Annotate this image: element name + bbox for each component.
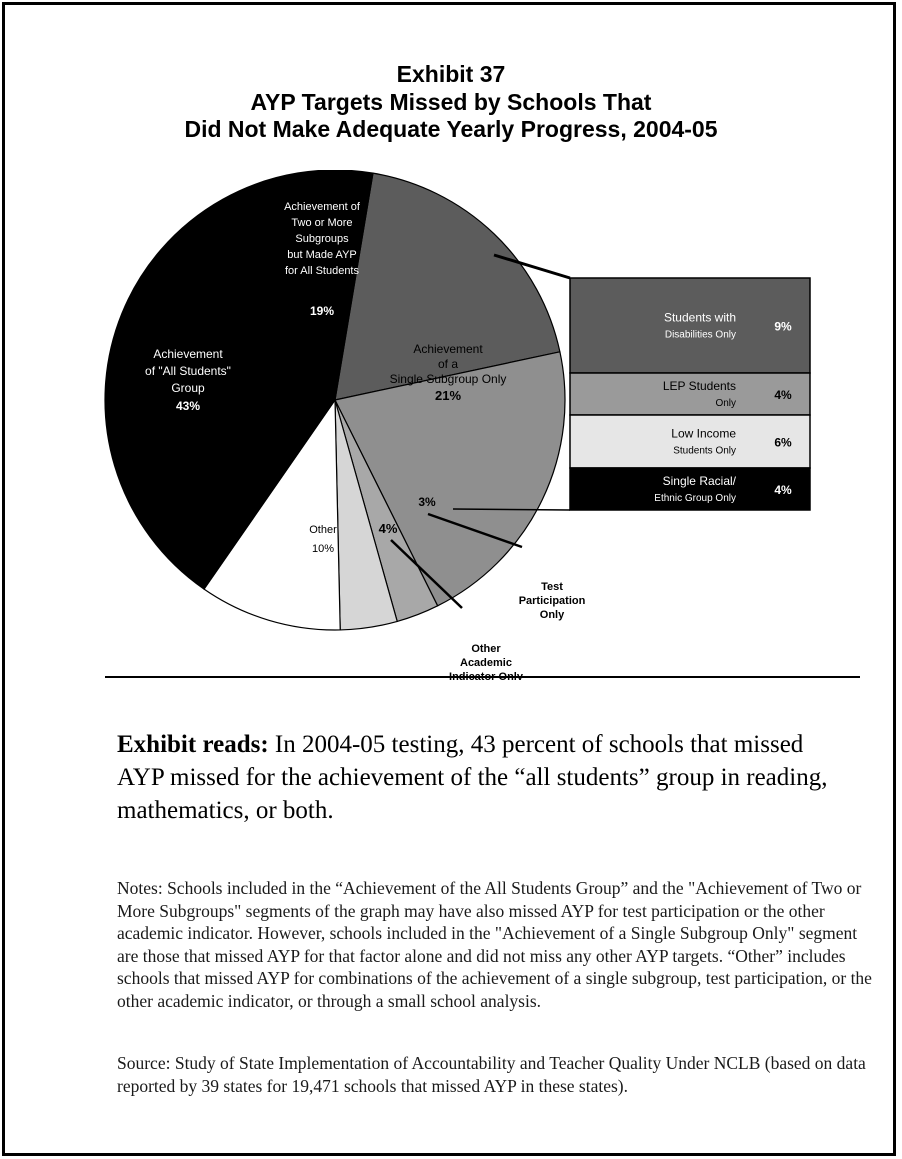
breakdown-label-1-a: LEP Students [663,379,736,393]
pie-chart: Achievement of Two or More Subgroups but Ma… [104,170,811,680]
leader-other-academic [390,539,463,609]
label-single-0: Achievement [413,342,483,356]
value-two-more: 19% [310,304,334,318]
value-single: 21% [435,388,461,403]
label-other: Other [309,524,337,536]
label-two-more-2: Subgroups [295,233,349,245]
divider-rule [105,676,860,678]
breakdown-value-2: 6% [774,436,792,450]
connector-bottom [452,508,571,511]
label-test-participation-2: Only [540,609,565,621]
label-two-more-3: but Made AYP [287,249,357,261]
chart-title-line1: AYP Targets Missed by Schools That [250,89,652,115]
exhibit-reads: Exhibit reads: In 2004-05 testing, 43 pe… [117,728,837,827]
breakdown-label-3-b: Ethnic Group Only [654,493,736,504]
breakdown-row-2 [569,414,811,469]
breakdown-label-1-b: Only [715,398,736,409]
value-other-academic: 4% [379,521,398,536]
breakdown-row-3 [569,467,811,511]
leader-test-participation [427,512,523,549]
breakdown-value-3: 4% [774,483,792,497]
breakdown-label-0-a: Students with [664,311,736,325]
exhibit-number: Exhibit 37 [396,61,506,87]
breakdown-label-2-a: Low Income [671,427,736,441]
pie-slice-5 [104,170,374,590]
label-all-students-2: Group [171,381,205,395]
label-two-more-1: Two or More [291,217,352,229]
value-other: 10% [312,543,334,555]
source-text: Source: Study of State Implementation of… [117,1053,866,1096]
pie-slice-0 [334,172,561,401]
label-all-students-0: Achievement [153,347,223,361]
breakdown-label-3-a: Single Racial/ [663,474,737,488]
breakdown-row-0 [569,277,811,374]
label-all-students-1: of "All Students" [145,364,231,378]
label-single-2: Single Subgroup Only [390,372,507,386]
breakdown-label-0-b: Disabilities Only [665,330,736,341]
label-other-academic-2: Indicator Only [449,671,524,680]
exhibit-reads-lead: Exhibit reads: [117,731,269,758]
notes-text: Notes: Schools included in the “Achievem… [117,878,872,1011]
label-single-1: of a [438,357,458,371]
breakdown-label-2-b: Students Only [673,446,736,457]
breakdown-row-1 [569,372,811,416]
label-other-academic-0: Other [471,643,501,655]
value-test-participation: 3% [418,495,436,509]
label-test-participation-1: Participation [519,595,586,607]
label-test-participation-0: Test [541,581,563,593]
label-two-more-0: Achievement of [284,201,361,213]
pie-slice-4 [203,398,341,631]
breakdown-value-0: 9% [774,320,792,334]
exhibit-reads-text: In 2004-05 testing, 43 percent of school… [117,731,828,824]
breakdown-value-1: 4% [774,388,792,402]
connector-top [493,253,571,280]
value-all-students: 43% [176,399,200,413]
label-two-more-4: for All Students [285,265,359,277]
label-other-academic-1: Academic [460,657,512,669]
chart-title-line2: Did Not Make Adequate Yearly Progress, 2… [184,116,718,142]
